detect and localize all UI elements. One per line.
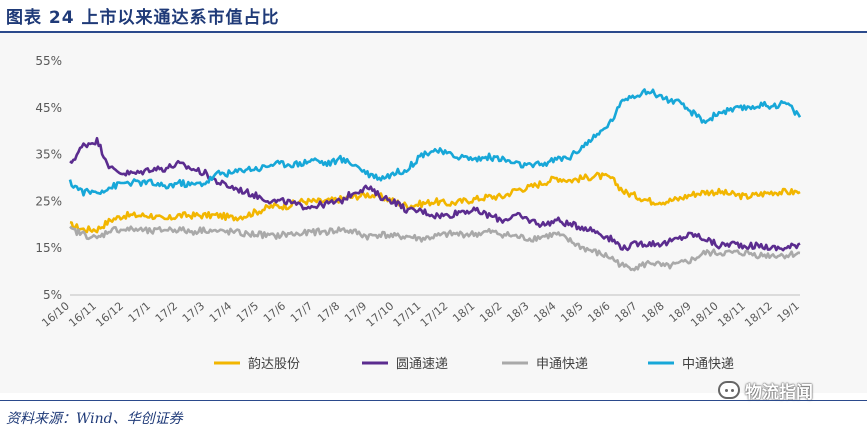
x-tick-label: 17/7 <box>288 299 315 325</box>
x-tick-label: 17/3 <box>180 299 207 325</box>
x-tick-label: 18/2 <box>477 299 504 325</box>
x-tick-label: 17/5 <box>234 299 261 325</box>
header-rule <box>0 31 867 33</box>
series-lines <box>68 88 802 272</box>
x-tick-label: 18/5 <box>558 299 585 325</box>
x-tick-label: 16/11 <box>66 299 99 329</box>
legend-label: 申通快递 <box>536 357 588 372</box>
x-tick-label: 17/4 <box>207 299 234 325</box>
x-tick-label: 17/11 <box>391 299 424 329</box>
x-tick-label: 18/10 <box>688 299 721 329</box>
x-tick-label: 18/3 <box>504 299 531 325</box>
x-tick-label: 17/1 <box>126 299 153 325</box>
x-tick-label: 17/10 <box>364 299 397 329</box>
x-tick-label: 17/8 <box>315 299 342 325</box>
legend: 韵达股份 圆通速递 申通快递 中通快递 <box>214 357 734 372</box>
x-tick-label: 19/1 <box>775 299 802 325</box>
figure-header: 图表 24 上市以来通达系市值占比 <box>0 0 867 32</box>
footer-rule <box>0 400 867 401</box>
series-line-3 <box>69 225 801 272</box>
y-tick-label: 25% <box>35 194 62 208</box>
y-tick-label: 5% <box>43 288 62 302</box>
watermark: 物流指闻 <box>718 378 813 403</box>
x-tick-label: 17/6 <box>261 299 288 325</box>
series-line-2 <box>69 136 801 252</box>
x-tick-label: 18/6 <box>585 299 612 325</box>
legend-label: 中通快递 <box>682 357 734 372</box>
wechat-icon <box>718 381 740 399</box>
x-tick-label: 17/2 <box>153 299 180 325</box>
x-tick-label: 18/7 <box>612 299 639 325</box>
x-tick-label: 18/12 <box>742 299 775 329</box>
series-line-1 <box>69 171 801 234</box>
x-tick-label: 17/12 <box>418 299 451 329</box>
x-tick-label: 16/12 <box>93 299 126 329</box>
x-tick-label: 18/8 <box>639 299 666 325</box>
y-tick-label: 15% <box>35 241 62 255</box>
x-tick-label: 18/4 <box>531 299 558 325</box>
y-tick-label: 35% <box>35 148 62 162</box>
x-tick-label: 16/10 <box>39 299 72 329</box>
watermark-text: 物流指闻 <box>745 382 813 403</box>
legend-label: 圆通速递 <box>396 357 448 372</box>
figure-title: 图表 24 上市以来通达系市值占比 <box>6 8 280 28</box>
y-tick-label: 55% <box>35 54 62 68</box>
series-line-4 <box>68 88 802 197</box>
x-tick-label: 18/1 <box>450 299 477 325</box>
chart-background <box>0 33 867 393</box>
x-tick-label: 18/11 <box>715 299 748 329</box>
y-tick-label: 45% <box>35 101 62 115</box>
legend-label: 韵达股份 <box>248 357 300 372</box>
source-note: 资料来源：Wind、华创证券 <box>6 411 183 427</box>
